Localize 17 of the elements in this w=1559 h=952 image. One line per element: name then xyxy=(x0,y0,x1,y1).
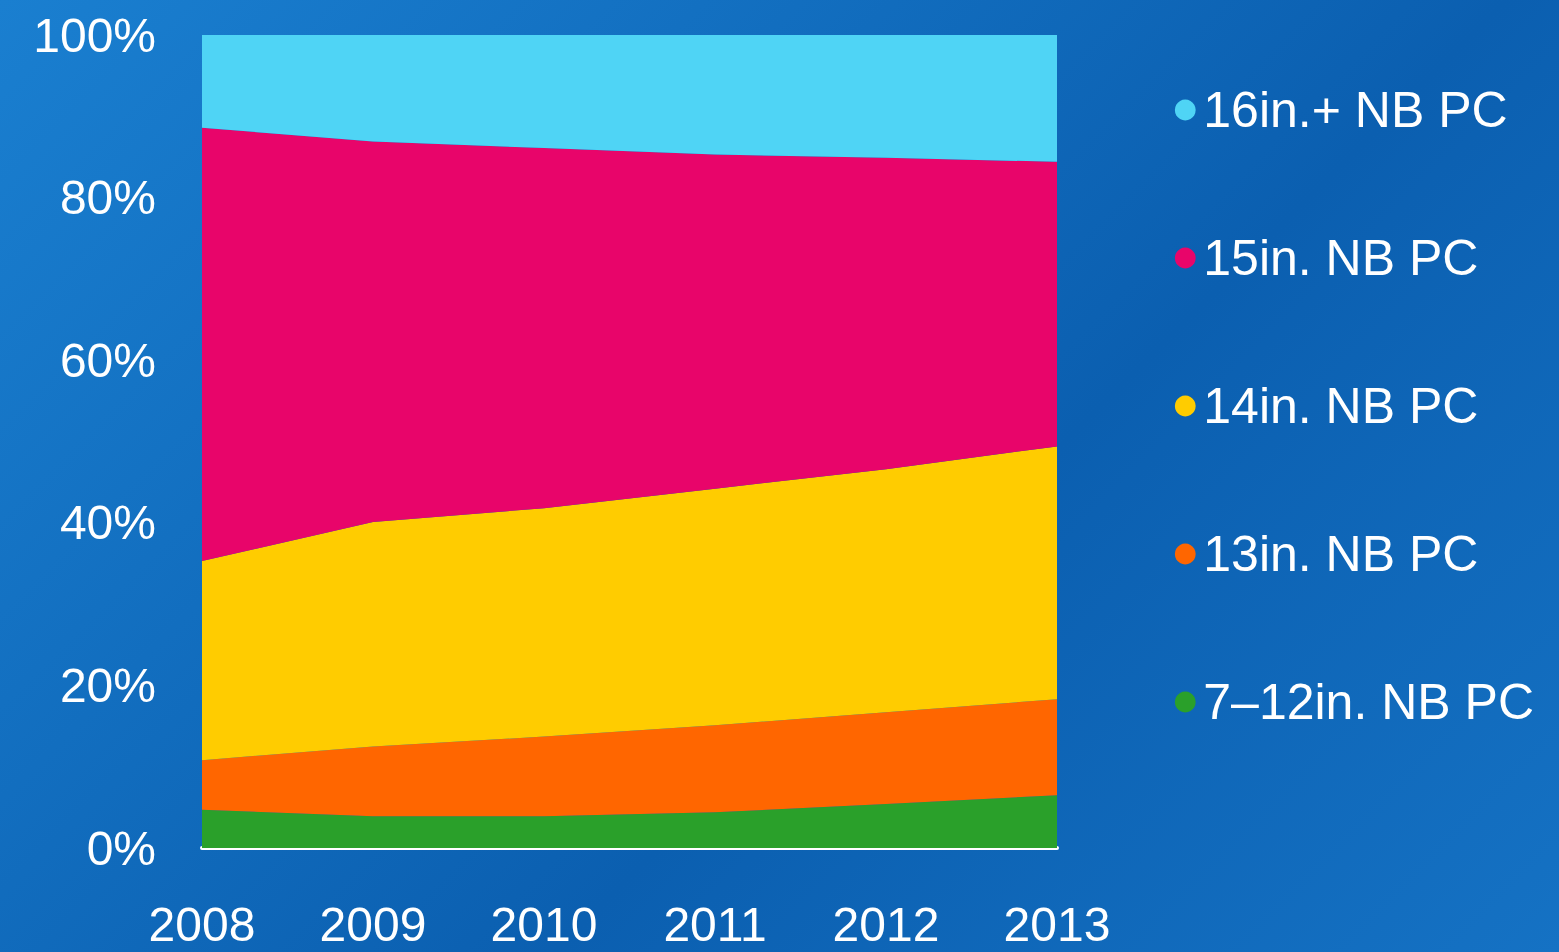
y-tick-label: 60% xyxy=(59,333,156,387)
y-tick-label: 0% xyxy=(86,821,156,875)
y-tick-label: 20% xyxy=(59,658,156,712)
legend-label: 15in. NB PC xyxy=(1203,230,1479,286)
y-tick-label: 100% xyxy=(33,8,156,62)
legend-label: 7–12in. NB PC xyxy=(1203,674,1535,730)
x-tick-label: 2010 xyxy=(490,897,598,951)
x-tick-label: 2011 xyxy=(663,897,767,951)
x-tick-label: 2009 xyxy=(319,897,427,951)
legend-label: 13in. NB PC xyxy=(1203,526,1479,582)
x-tick-label: 2013 xyxy=(1003,897,1111,951)
legend-label: 16in.+ NB PC xyxy=(1203,82,1508,138)
y-tick-label: 40% xyxy=(59,496,156,550)
x-tick-label: 2008 xyxy=(148,897,256,951)
x-tick-label: 2012 xyxy=(832,897,940,951)
legend-label: 14in. NB PC xyxy=(1203,378,1479,434)
y-tick-label: 80% xyxy=(59,171,156,225)
